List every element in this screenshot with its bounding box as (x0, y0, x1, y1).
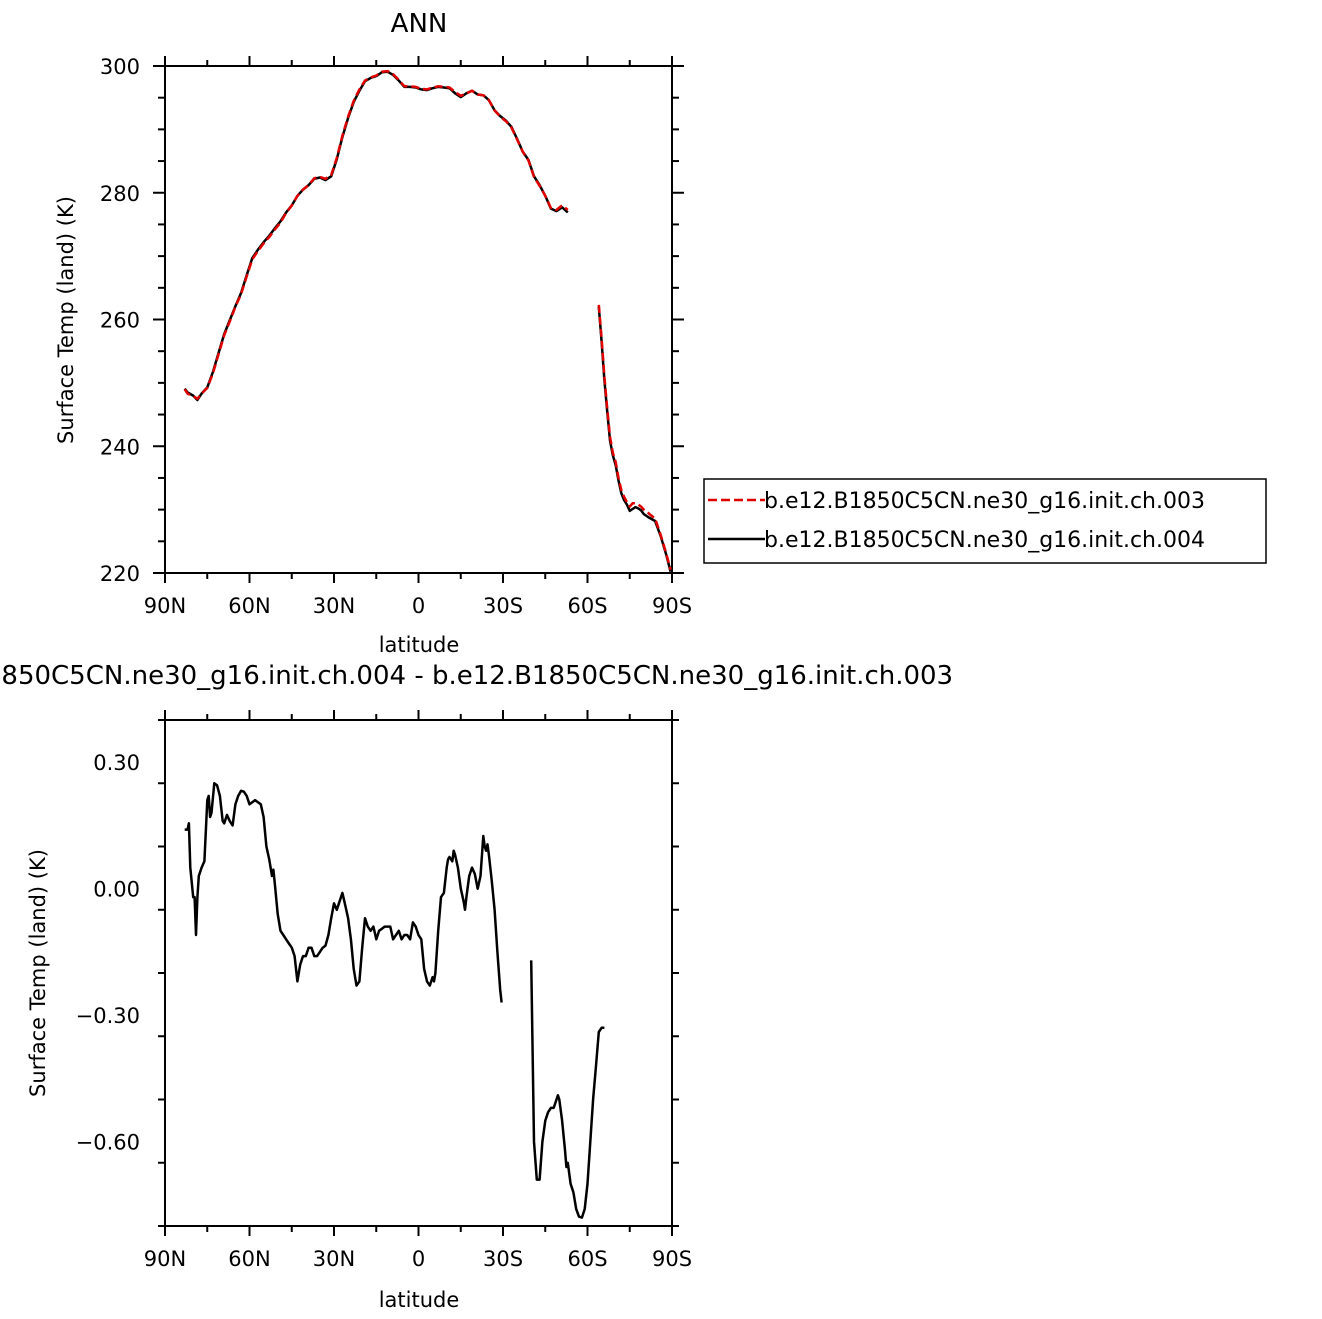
top-series-group (183, 69, 672, 573)
top-series-line (183, 70, 569, 402)
top-y-tick-label: 300 (100, 55, 140, 79)
bottom-x-tick-labels: 90N 60N 30N 0 30S 60S 90S (144, 1247, 692, 1271)
bottom-y-tick-labels: −0.60 −0.30 0.00 0.30 (76, 751, 140, 1154)
bottom-series-group (184, 782, 605, 1219)
bottom-x-axis-label: latitude (379, 1288, 460, 1312)
bottom-x-tick-label: 90S (652, 1247, 692, 1271)
bottom-x-tick-label: 60S (567, 1247, 607, 1271)
bottom-x-tick-label: 30S (483, 1247, 523, 1271)
legend-box (703, 478, 1267, 564)
top-x-tick-labels: 90N 60N 30N 0 30S 60S 90S (144, 594, 692, 618)
top-x-tick-label: 60N (228, 594, 270, 618)
top-x-tick-label: 0 (412, 594, 425, 618)
bottom-series-line (529, 960, 605, 1219)
top-plot-frame (164, 65, 673, 574)
top-y-axis-label: Surface Temp (land) (K) (54, 196, 78, 444)
bottom-plot-frame (164, 719, 673, 1227)
bottom-x-tick-label: 60N (228, 1247, 270, 1271)
legend-label-ch003: b.e12.B1850C5CN.ne30_g16.init.ch.003 (764, 489, 1205, 514)
top-y-tick-label: 280 (100, 182, 140, 206)
bottom-panel: b.e12.B1850C5CN.ne30_g16.init.ch.004 - b… (0, 661, 953, 1312)
top-y-tick-label: 260 (100, 309, 140, 333)
top-y-tick-label: 220 (100, 562, 140, 586)
top-x-tick-label: 90N (144, 594, 186, 618)
bottom-y-axis-label: Surface Temp (land) (K) (26, 849, 50, 1097)
top-chart-title: ANN (391, 9, 448, 39)
bottom-y-tick-label: 0.00 (93, 878, 140, 902)
legend: b.e12.B1850C5CN.ne30_g16.init.ch.003 b.e… (703, 478, 1267, 564)
bottom-axis-ticks (158, 710, 679, 1236)
bottom-y-tick-label: 0.30 (93, 751, 140, 775)
top-y-tick-labels: 220 240 260 280 300 (100, 55, 140, 586)
bottom-series-line (184, 782, 503, 1003)
top-axis-ticks (153, 56, 684, 583)
top-panel: ANN 90N 60N 30N 0 30S 60S 90S 220240260280300 … (54, 9, 1267, 657)
top-series-line (597, 304, 672, 571)
top-x-tick-label: 30N (313, 594, 355, 618)
bottom-chart-title: b.e12.B1850C5CN.ne30_g16.init.ch.004 - b… (0, 661, 953, 691)
bottom-y-tick-label: −0.30 (76, 1004, 140, 1028)
top-x-tick-label: 90S (652, 594, 692, 618)
bottom-x-tick-label: 30N (313, 1247, 355, 1271)
top-x-tick-label: 60S (567, 594, 607, 618)
top-series-line (183, 69, 569, 400)
bottom-y-tick-label: −0.60 (76, 1131, 140, 1155)
bottom-x-tick-label: 0 (412, 1247, 425, 1271)
top-x-tick-label: 30S (483, 594, 523, 618)
legend-label-ch004: b.e12.B1850C5CN.ne30_g16.init.ch.004 (764, 528, 1205, 553)
bottom-x-tick-label: 90N (144, 1247, 186, 1271)
top-y-tick-label: 240 (100, 435, 140, 459)
top-x-axis-label: latitude (379, 633, 460, 657)
